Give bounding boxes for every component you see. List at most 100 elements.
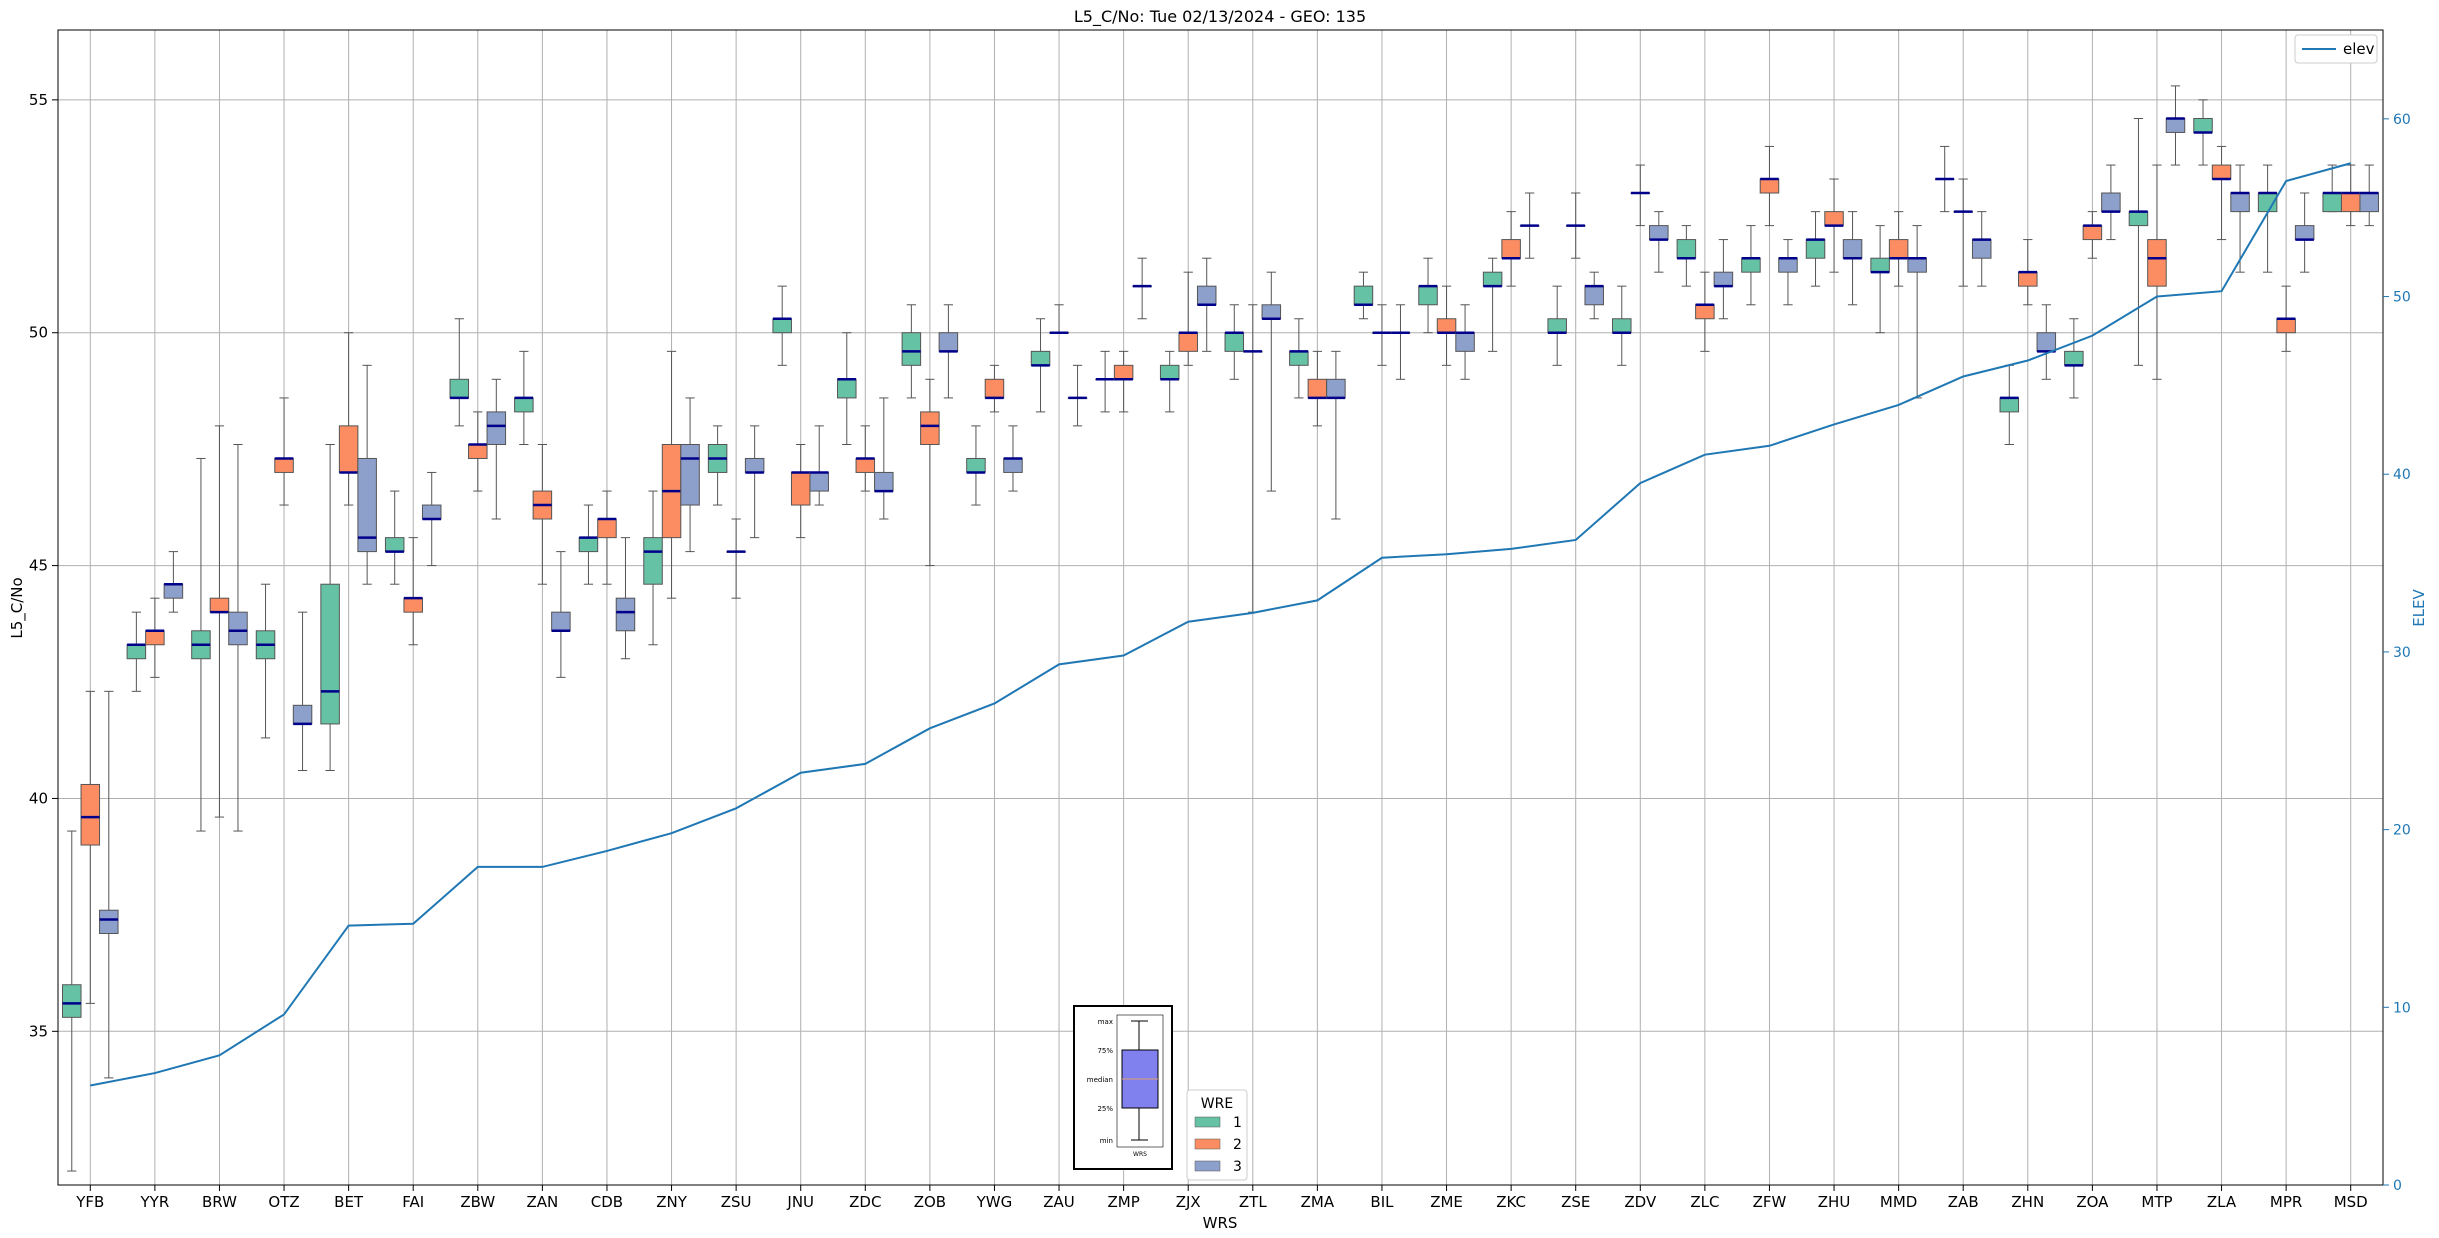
- iqr-box: [1196, 285, 1217, 306]
- wre-legend-swatch-3: [1194, 1160, 1221, 1172]
- iqr-box: [772, 318, 792, 334]
- iqr-box: [1178, 332, 1198, 352]
- x-tick-label: MPR: [2270, 1193, 2302, 1211]
- iqr-box: [1501, 239, 1521, 259]
- box-BRW-wre3: [228, 443, 248, 832]
- box-ZAU-wre1: [1030, 318, 1051, 413]
- iqr-box: [2193, 117, 2213, 133]
- iqr-box: [551, 611, 571, 632]
- elev-series: [90, 162, 2351, 1087]
- iqr-box: [1612, 318, 1632, 334]
- box-BRW-wre2: [209, 425, 230, 818]
- x-tick-label: ZAN: [526, 1193, 558, 1211]
- box-BIL-wre3: [1390, 304, 1411, 380]
- iqr-box: [274, 457, 294, 473]
- iqr-box: [1741, 257, 1761, 273]
- x-tick-label: ZSU: [721, 1193, 752, 1211]
- iqr-box: [1418, 285, 1438, 306]
- iqr-box: [1759, 178, 1780, 194]
- box-ZOB-wre3: [938, 304, 959, 399]
- box-CDB-wre2: [597, 490, 617, 585]
- x-tick-label: FAI: [402, 1193, 424, 1211]
- iqr-box: [1695, 304, 1715, 320]
- box-ZKC-wre1: [1482, 257, 1503, 352]
- box-MSD-wre3: [2359, 164, 2379, 227]
- x-tick-label: ZAU: [1043, 1193, 1075, 1211]
- iqr-box: [2322, 192, 2342, 213]
- iqr-box: [2147, 239, 2167, 287]
- box-ZLC-wre2: [1695, 271, 1715, 352]
- box-ZSU-wre1: [707, 425, 728, 506]
- x-axis-label: WRS: [1203, 1214, 1238, 1232]
- iqr-box: [228, 611, 248, 646]
- box-ZAN-wre1: [514, 350, 534, 445]
- x-tick-label: ZHU: [1818, 1193, 1851, 1211]
- iqr-box: [2359, 192, 2379, 213]
- box-ZAN-wre2: [532, 443, 553, 585]
- box-ZDC-wre2: [855, 425, 876, 492]
- box-OTZ-wre2: [274, 397, 294, 506]
- y2-tick-label: 10: [2393, 1000, 2411, 1016]
- x-tick-label: ZNY: [656, 1193, 687, 1211]
- iqr-box: [1778, 257, 1798, 273]
- chart-title: L5_C/No: Tue 02/13/2024 - GEO: 135: [1074, 7, 1366, 27]
- box-ZDC-wre1: [837, 332, 857, 445]
- iqr-box: [643, 537, 663, 585]
- box-ZOA-wre1: [2064, 318, 2084, 399]
- x-tick-label: YYR: [140, 1193, 170, 1211]
- box-ZTL-wre1: [1224, 304, 1245, 380]
- iqr-box: [1649, 225, 1669, 241]
- wre-legend-frame: [1186, 1089, 1248, 1181]
- box-FAI-wre2: [403, 537, 423, 646]
- iqr-box: [1713, 271, 1734, 287]
- box-MTP-wre2: [2147, 164, 2167, 380]
- x-tick-label: ZTL: [1239, 1193, 1267, 1211]
- box-ZAB-wre1: [1934, 145, 1955, 213]
- iqr-box: [1870, 257, 1890, 273]
- iqr-box: [1326, 378, 1346, 399]
- iqr-box: [744, 457, 765, 473]
- box-ZNY-wre1: [643, 490, 663, 646]
- box-YYR-wre2: [145, 597, 165, 678]
- x-tick-label: MSD: [2334, 1193, 2368, 1211]
- box-key-xlabel: WRS: [1133, 1151, 1147, 1158]
- box-key-label-min: min: [1100, 1137, 1113, 1145]
- x-tick-label: ZHN: [2011, 1193, 2044, 1211]
- box-ZDV-wre1: [1612, 285, 1632, 366]
- box-MMD-wre2: [1888, 211, 1909, 287]
- iqr-box: [901, 332, 922, 366]
- iqr-box: [2101, 192, 2121, 213]
- iqr-box: [514, 397, 534, 413]
- box-YYR-wre3: [163, 551, 184, 613]
- x-tick-label: ZDV: [1624, 1193, 1657, 1211]
- iqr-box: [1455, 332, 1475, 352]
- box-ZTL-wre2: [1243, 304, 1263, 613]
- box-key-label-q3: 75%: [1097, 1047, 1113, 1055]
- iqr-box: [1307, 378, 1328, 399]
- box-BET-wre3: [357, 364, 377, 585]
- iqr-box: [1159, 364, 1180, 380]
- iqr-box: [62, 984, 82, 1018]
- box-ZSE-wre2: [1565, 192, 1586, 259]
- x-tick-label: ZBW: [460, 1193, 495, 1211]
- box-ZLA-wre3: [2230, 164, 2250, 273]
- y-tick-label: 55: [29, 91, 48, 109]
- iqr-box: [1482, 271, 1503, 287]
- box-BET-wre1: [320, 443, 340, 772]
- box-ZAN-wre3: [551, 551, 571, 678]
- box-ZAU-wre3: [1067, 364, 1088, 427]
- iqr-box: [2165, 117, 2186, 133]
- iqr-box: [486, 411, 507, 445]
- box-ZMP-wre1: [1095, 350, 1115, 413]
- iqr-box: [1888, 239, 1909, 259]
- x-tick-label: ZFW: [1753, 1193, 1787, 1211]
- y2-tick-label: 30: [2393, 645, 2411, 661]
- box-ZJX-wre1: [1159, 350, 1180, 413]
- x-tick-label: BIL: [1370, 1193, 1394, 1211]
- box-JNU-wre3: [809, 425, 829, 506]
- y2-tick-label: 0: [2393, 1178, 2402, 1194]
- box-BET-wre2: [338, 332, 359, 506]
- box-ZSE-wre1: [1547, 285, 1567, 366]
- box-YFB-wre3: [99, 690, 119, 1079]
